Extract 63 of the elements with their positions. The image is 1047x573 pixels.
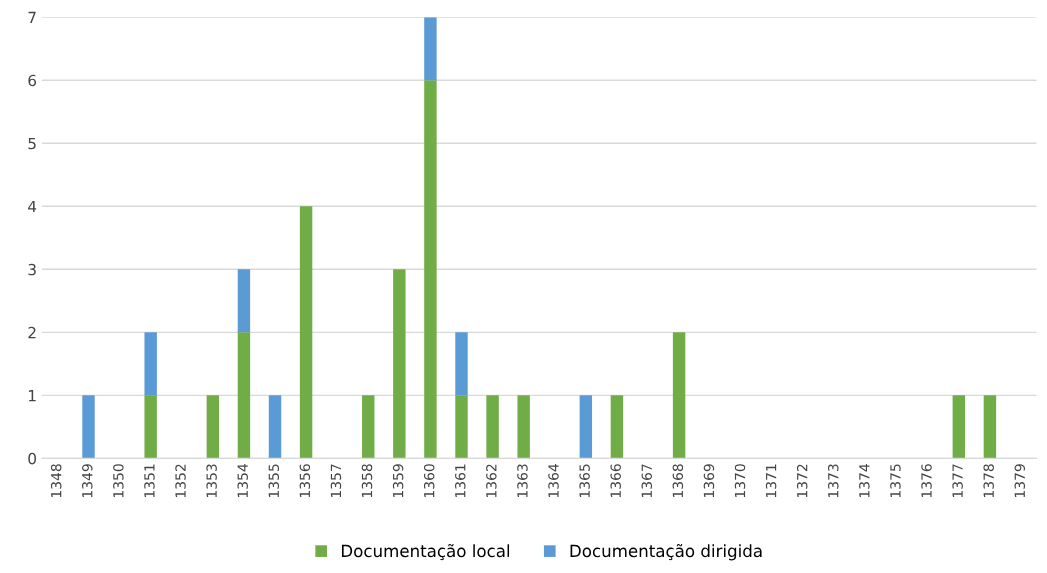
bar [206,395,220,459]
x-tick-label: 1366 [610,464,621,498]
y-tick-label: 0 [28,452,36,465]
x-tick-label: 1361 [455,464,466,498]
bar [237,332,251,459]
x-tick-label: 1376 [921,464,932,498]
x-tick-label: 1357 [330,464,342,498]
x-tick-label: 1354 [237,464,248,498]
y-tick-label: 5 [28,137,36,150]
x-tick-label: 1370 [734,464,746,498]
bar [983,395,997,459]
bar [144,332,157,396]
bar [299,206,313,459]
x-tick-label: 1375 [890,464,901,498]
x-tick-label: 1353 [206,464,217,498]
x-tick-label: 1379 [1014,464,1026,498]
x-tick-label: 1352 [175,464,186,498]
x-tick-label: 1351 [144,464,155,498]
bar [486,395,499,459]
y-tick-label: 4 [28,200,37,213]
x-tick-label: 1368 [672,464,684,498]
bar [237,269,251,333]
bar [424,80,437,459]
bar [455,395,468,459]
x-tick-label: 1373 [828,464,839,498]
x-tick-label: 1356 [299,464,311,498]
bar [610,395,624,459]
x-tick-label: 1348 [50,464,62,498]
bar [455,332,468,396]
bar [672,332,686,459]
x-tick-label: 1371 [765,464,777,498]
x-tick-label: 1364 [548,464,559,498]
x-tick-label: 1355 [268,464,280,498]
bar [579,395,593,459]
bar [393,269,406,459]
y-tick-label: 1 [28,390,36,402]
legend-label: Documentação dirigida [570,543,762,561]
y-tick-label: 2 [28,326,36,339]
bar [424,17,437,81]
x-tick-label: 1378 [983,464,994,498]
x-tick-label: 1362 [486,464,497,498]
x-tick-label: 1367 [641,464,653,498]
x-tick-label: 1360 [423,464,435,498]
x-tick-label: 1359 [392,464,404,498]
bar [517,395,530,459]
x-tick-label: 1365 [579,464,590,498]
bar [144,395,157,459]
x-tick-label: 1363 [517,464,528,498]
x-tick-label: 1374 [859,464,870,498]
bar [268,395,282,459]
y-tick-label: 7 [28,11,36,23]
bar [82,395,95,459]
legend-label: Documentação local [341,543,510,561]
x-tick-label: 1369 [703,464,715,498]
y-tick-label: 6 [28,74,37,87]
x-tick-label: 1350 [113,464,124,498]
bar [952,395,966,459]
bar [362,395,375,459]
y-tick-label: 3 [28,263,36,276]
x-tick-label: 1358 [361,464,373,498]
x-tick-label: 1372 [796,464,808,498]
x-tick-label: 1377 [952,464,963,498]
x-tick-label: 1349 [82,464,93,498]
